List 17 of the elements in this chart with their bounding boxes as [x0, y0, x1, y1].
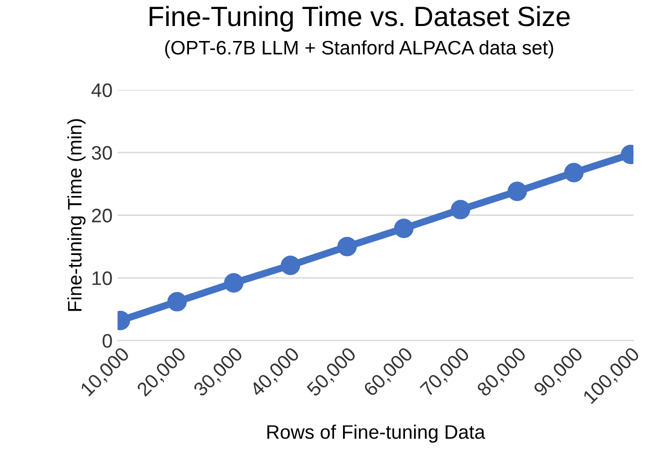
- y-axis-title: Fine-tuning Time (min): [67, 119, 86, 311]
- y-tick-label: 0: [102, 334, 112, 348]
- y-tick-label: 10: [92, 271, 112, 286]
- chart-title: Fine-Tuning Time vs. Dataset Size: [150, 6, 570, 32]
- point: [564, 162, 584, 182]
- point: [337, 236, 357, 256]
- y-tick-label: 40: [92, 83, 112, 98]
- y-tick-label: 30: [92, 146, 112, 160]
- x-axis-title: Rows of Fine-tuning Data: [267, 424, 486, 443]
- point: [507, 182, 527, 202]
- point: [394, 218, 414, 238]
- point: [167, 292, 187, 312]
- chart-subtitle: (OPT-6.7B LLM + Stanford ALPACA data set): [165, 40, 554, 58]
- point: [450, 200, 470, 220]
- y-tick-label: 20: [92, 208, 112, 222]
- point: [224, 273, 244, 293]
- point: [280, 256, 300, 276]
